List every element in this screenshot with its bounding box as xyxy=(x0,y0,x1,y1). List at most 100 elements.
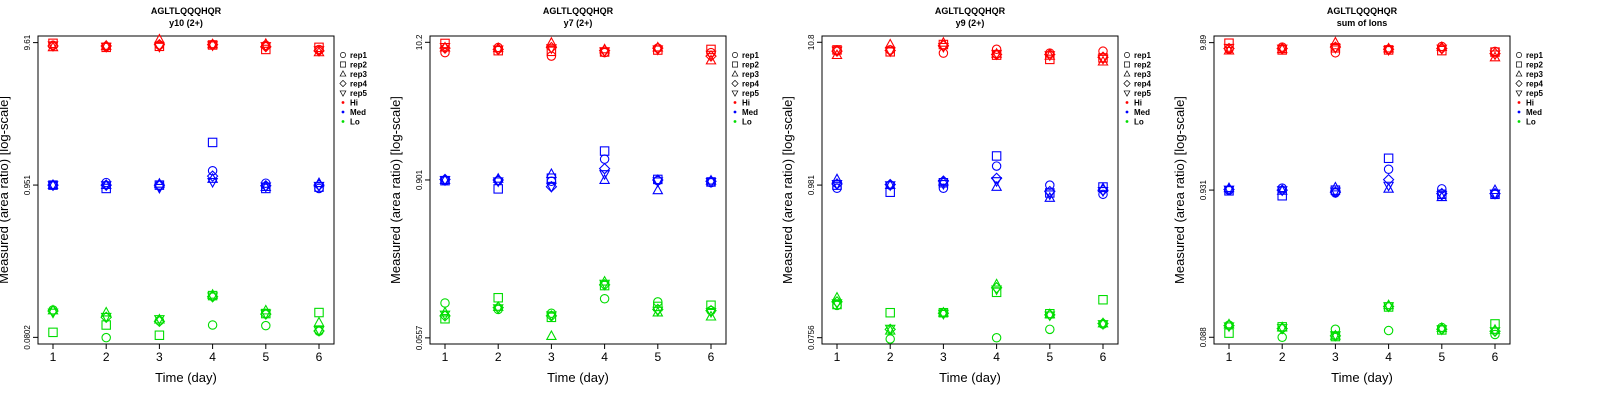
legend-label: rep2 xyxy=(350,61,367,70)
data-point xyxy=(545,36,557,47)
data-point xyxy=(47,181,59,192)
data-point xyxy=(831,173,843,184)
plot-title: AGLTLQQQHQR xyxy=(935,6,1006,16)
data-point xyxy=(440,314,450,324)
data-point xyxy=(545,311,557,322)
data-point xyxy=(492,300,504,311)
y-tick-label: 0.951 xyxy=(23,175,32,196)
y-tick-label: 0.0557 xyxy=(415,325,424,350)
plot-title: AGLTLQQQHQR xyxy=(151,6,222,16)
data-point xyxy=(1098,189,1108,200)
data-point xyxy=(831,299,843,310)
data-point xyxy=(1329,181,1341,192)
data-point xyxy=(154,41,165,52)
x-tick-label: 1 xyxy=(834,350,841,364)
legend-marker xyxy=(731,70,739,77)
data-point xyxy=(314,307,324,318)
legend-label: rep4 xyxy=(1526,80,1543,89)
data-point xyxy=(440,47,450,58)
legend-label: rep5 xyxy=(350,89,367,98)
data-point xyxy=(1489,189,1501,200)
data-point xyxy=(207,41,219,52)
data-point xyxy=(706,44,716,55)
data-point xyxy=(1223,43,1235,55)
data-point xyxy=(1098,294,1108,305)
legend-marker xyxy=(1516,52,1522,58)
data-point xyxy=(1276,44,1288,55)
legend-marker xyxy=(733,101,737,104)
legend-label: rep4 xyxy=(350,80,367,89)
data-point xyxy=(1043,185,1056,198)
data-point xyxy=(937,175,950,187)
data-point xyxy=(439,43,451,54)
legend-marker xyxy=(733,120,737,123)
data-point xyxy=(599,275,611,286)
data-point xyxy=(1329,36,1341,47)
legend-label: Hi xyxy=(350,99,358,108)
data-point xyxy=(991,44,1002,55)
legend-label: Lo xyxy=(1526,118,1536,127)
data-point xyxy=(1330,48,1341,58)
data-point xyxy=(313,181,325,192)
data-point xyxy=(153,315,165,326)
legend-marker xyxy=(339,70,347,77)
legend-label: Med xyxy=(1526,108,1542,117)
data-point xyxy=(938,178,949,188)
data-point xyxy=(1489,327,1501,338)
data-point xyxy=(207,178,219,189)
data-point xyxy=(47,308,59,319)
data-point xyxy=(154,330,165,340)
data-point xyxy=(439,310,451,321)
data-point xyxy=(260,42,272,53)
y-tick-label: 10.8 xyxy=(807,34,816,50)
plot-panel-4: AGLTLQQQHQR sum of Ions Measured (area r… xyxy=(1172,6,1543,385)
data-point xyxy=(207,292,219,303)
data-point xyxy=(885,334,895,344)
data-point xyxy=(545,182,557,193)
axes: 1 2 3 4 5 6 0.088 0.931 9.89 xyxy=(1199,34,1499,364)
legend-label: rep5 xyxy=(1526,89,1543,98)
data-point xyxy=(652,41,664,52)
data-point xyxy=(653,301,663,312)
data-point xyxy=(313,316,325,327)
axes: 1 2 3 4 5 6 0.0557 0.901 10.2 xyxy=(415,34,715,364)
legend-label: rep3 xyxy=(1134,70,1151,79)
legend-marker xyxy=(1516,61,1522,68)
legend-marker xyxy=(341,110,345,114)
legend-label: rep3 xyxy=(742,70,759,79)
data-point xyxy=(261,320,271,331)
data-point xyxy=(1383,46,1395,57)
data-point xyxy=(207,38,219,49)
plot-subtitle: y10 (2+) xyxy=(169,18,203,28)
data-point xyxy=(652,177,664,188)
legend-label: rep1 xyxy=(350,51,367,60)
x-tick-label: 3 xyxy=(156,350,163,364)
legend-marker xyxy=(1125,110,1129,114)
x-tick-label: 2 xyxy=(1279,350,1286,364)
plot-title: AGLTLQQQHQR xyxy=(1327,6,1398,16)
plot-panel-2: AGLTLQQQHQR y7 (2+) Measured (area ratio… xyxy=(388,6,759,385)
plot-frame xyxy=(429,35,727,345)
data-point xyxy=(313,46,325,57)
x-tick-label: 5 xyxy=(654,350,661,364)
legend-marker xyxy=(1515,90,1523,97)
x-tick-label: 6 xyxy=(1492,350,1499,364)
data-point xyxy=(1436,191,1448,202)
y-tick-label: 0.901 xyxy=(415,169,424,190)
data-point xyxy=(1044,51,1056,62)
x-tick-label: 2 xyxy=(103,350,110,364)
data-point xyxy=(937,42,949,54)
data-point xyxy=(991,278,1003,289)
data-point xyxy=(1383,302,1395,313)
legend-marker xyxy=(732,52,738,58)
legend-label: Hi xyxy=(1526,99,1534,108)
y-axis-label: Measured (area ratio) [log-scale] xyxy=(780,96,795,284)
plot-frame xyxy=(821,35,1119,345)
x-tick-label: 5 xyxy=(262,350,269,364)
data-point xyxy=(937,306,949,317)
x-tick-label: 1 xyxy=(50,350,57,364)
axes: 1 2 3 4 5 6 0.0756 0.981 10.8 xyxy=(807,34,1107,364)
x-tick-label: 4 xyxy=(209,350,216,364)
data-point xyxy=(1223,322,1235,333)
